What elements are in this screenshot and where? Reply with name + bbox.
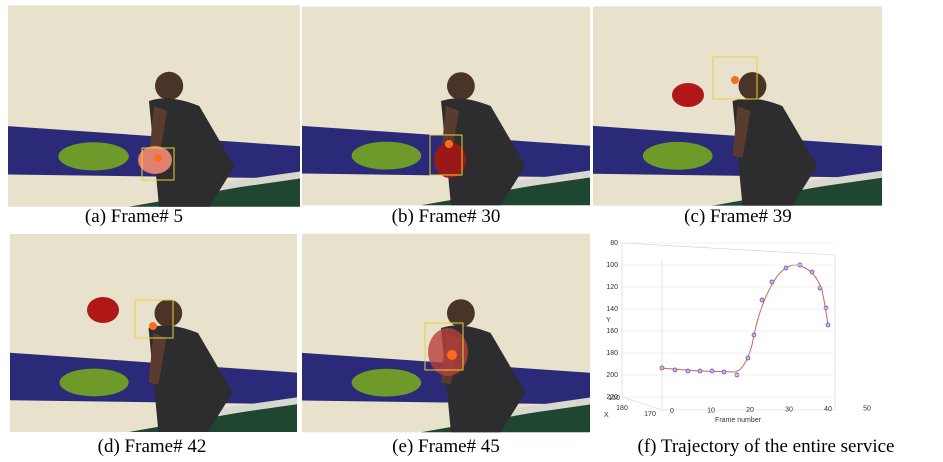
- y-axis-label: Y: [606, 317, 611, 324]
- y-tick-label: 220: [606, 394, 618, 401]
- z-tick-label: 0: [670, 408, 674, 415]
- caption: (d) Frame# 42: [97, 436, 207, 457]
- caption: (b) Frame# 30: [391, 206, 501, 227]
- z-tick-label: 40: [824, 406, 832, 413]
- z-tick-label: 20: [746, 407, 754, 414]
- caption: (c) Frame# 39: [684, 206, 792, 227]
- y-tick-label: 120: [606, 284, 618, 291]
- y-tick-label: 140: [606, 306, 618, 313]
- frame-a: [8, 5, 300, 207]
- y-tick-label: 200: [606, 372, 618, 379]
- frame-e: [302, 233, 590, 433]
- y-tick-label: 80: [610, 240, 618, 247]
- z-axis-label: Frame number: [715, 417, 762, 424]
- frame-c: [593, 6, 882, 206]
- caption: (f) Trajectory of the entire service: [637, 436, 895, 457]
- frame-b: [302, 6, 590, 206]
- caption: (e) Frame# 45: [392, 436, 500, 457]
- y-tick-label: 160: [606, 328, 618, 335]
- x-tick-label: 170: [644, 411, 656, 418]
- frame-d: [10, 234, 297, 432]
- y-tick-label: 100: [606, 262, 618, 269]
- z-tick-label: 30: [785, 407, 793, 414]
- x-tick-label: 150: [608, 395, 620, 402]
- caption: (a) Frame# 5: [84, 206, 184, 227]
- z-tick-label: 50: [863, 406, 871, 413]
- z-tick-label: 10: [707, 408, 715, 415]
- x-tick-label: 180: [616, 405, 628, 412]
- y-tick-label: 180: [606, 350, 618, 357]
- x-axis-label: X: [604, 412, 609, 419]
